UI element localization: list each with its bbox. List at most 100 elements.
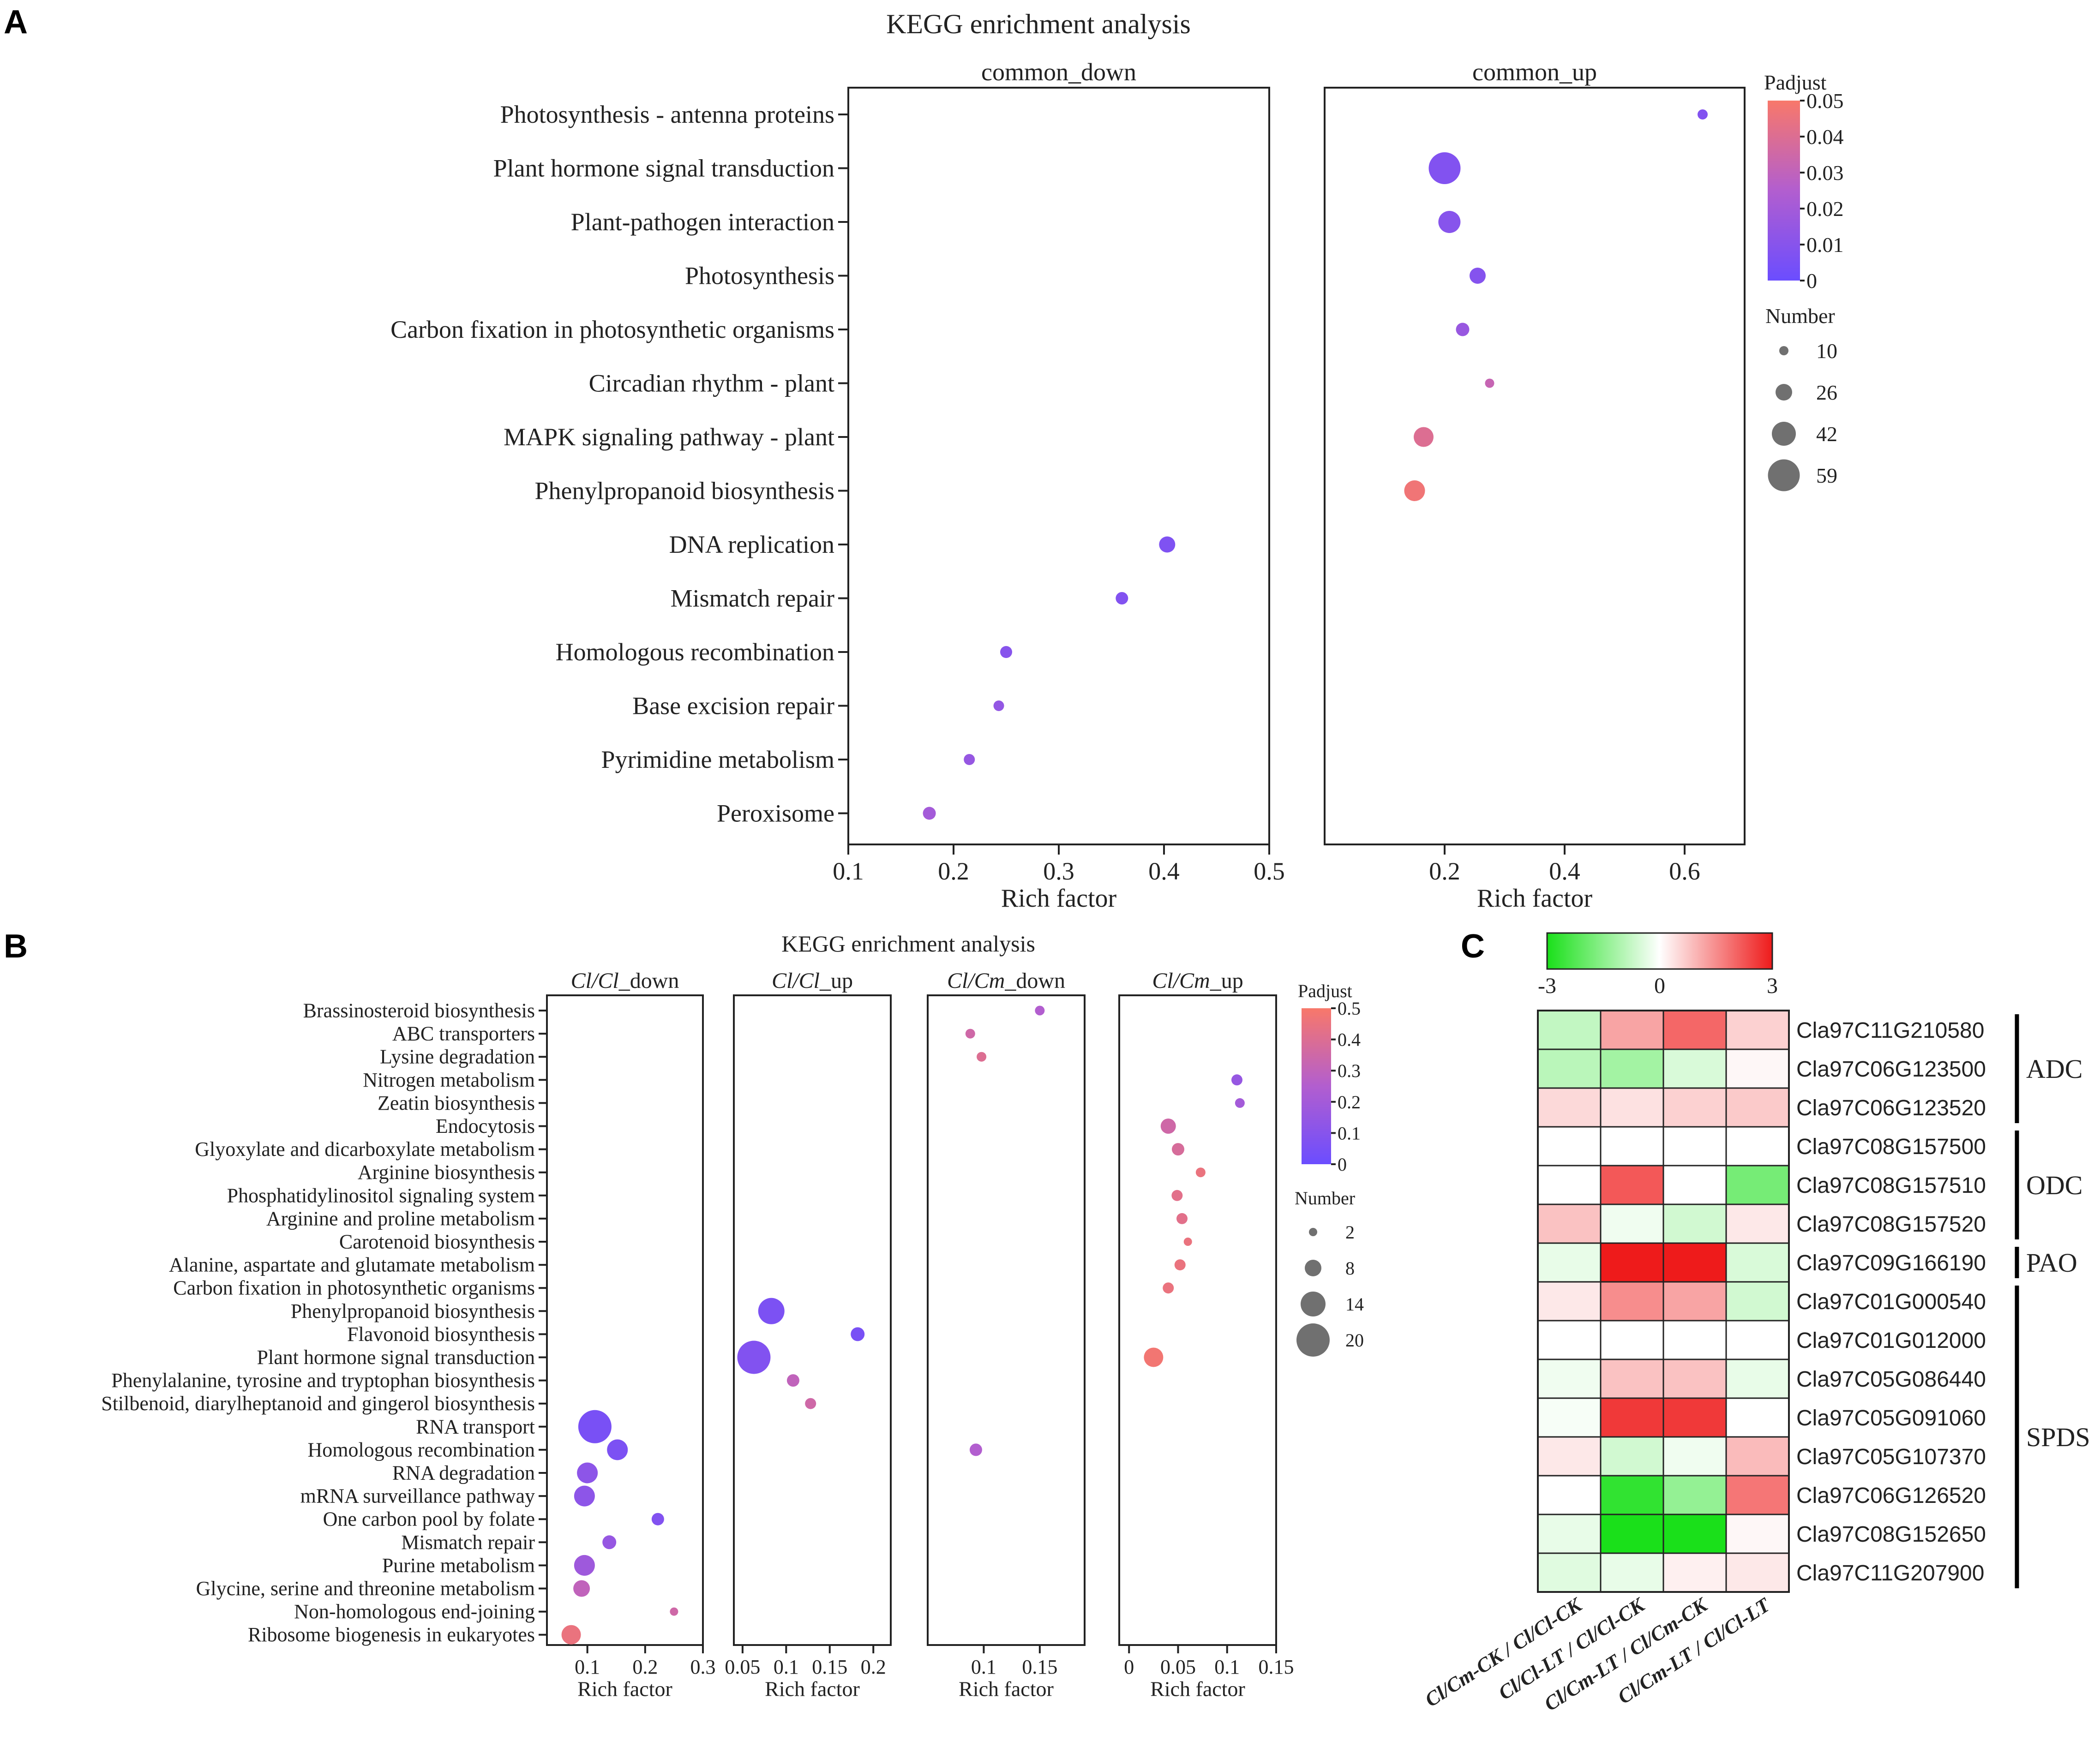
size-legend-dot [1309,1228,1317,1236]
category-label: Mismatch repair [671,584,834,612]
category-label: mRNA surveillance pathway [300,1485,535,1508]
data-point [1698,109,1708,120]
heatmap-cell [1537,1552,1602,1593]
category-label: Plant-pathogen interaction [571,208,834,236]
size-legend-dot [1301,1292,1326,1316]
heatmap-cell [1662,1281,1727,1322]
x-axis-label: Rich factor [1001,884,1117,913]
heatmap-cell [1537,1436,1602,1477]
heatmap-cell [1662,1010,1727,1050]
data-point [577,1462,598,1484]
category-label: Glycine, serine and threonine metabolism [196,1577,535,1600]
x-tick-label: 0.4 [1148,857,1180,885]
colorbar-tick-label: 0.02 [1806,197,1844,221]
heatmap-cell [1725,1397,1790,1438]
x-tick-label: 0 [1124,1656,1134,1678]
data-point [969,1443,982,1456]
colorbar-tick-label: 0.5 [1338,998,1361,1019]
heatmap-cell [1537,1475,1602,1515]
heatmap-frame [1537,1010,1790,1593]
colorbar-tick-label: 0 [1338,1154,1347,1175]
category-label: MAPK signaling pathway - plant [504,423,834,451]
x-tick-label: 0.3 [690,1656,716,1678]
heatmap-cell [1537,1358,1602,1399]
heatmap-cell [1725,1048,1790,1089]
facet-title: Cl/Cm_down [947,969,1065,993]
heatmap-cell [1537,1126,1602,1167]
panel-a-dotplot: KEGG enrichment analysis Photosynthesis -… [390,9,1843,913]
group-label: SPDS [2026,1422,2090,1452]
data-point [574,1485,595,1507]
facet-title: Cl/Cl_up [772,969,853,993]
heatmap-cell [1725,1436,1790,1477]
colorbar-tick-label: 0.05 [1806,89,1844,113]
colorbar-tick-label: 0.4 [1338,1029,1361,1050]
data-point [574,1555,595,1576]
heatmap-cell [1600,1358,1664,1399]
heatmap-row-label: Cla97C05G086440 [1796,1367,1986,1392]
panel-letter-a: A [4,4,28,41]
heatmap-cell [1537,1203,1602,1244]
heatmap-cell [1537,1397,1602,1438]
facet-frame [733,994,892,1646]
x-tick-label: 0.15 [1259,1656,1294,1678]
category-label: Photosynthesis - antenna proteins [500,101,834,128]
x-tick-label: 0.15 [812,1656,847,1678]
category-label: Plant hormone signal transduction [493,154,834,182]
facet-title: common_up [1472,58,1597,86]
data-point [923,807,936,820]
facet-title: common_down [981,58,1136,86]
category-label: Circadian rhythm - plant [589,369,834,397]
category-label: Peroxisome [717,799,834,827]
x-tick-label: 0.1 [1214,1656,1240,1678]
size-legend-label: 14 [1345,1294,1364,1315]
x-axis-label: Rich factor [959,1677,1054,1700]
facet-title-suffix: _down [1004,969,1065,993]
heatmap-cell [1662,1436,1727,1477]
heatmap-cell [1662,1126,1727,1167]
x-axis-label: Rich factor [1150,1677,1245,1700]
data-point [805,1398,816,1409]
group-label: ODC [2026,1170,2082,1200]
heatmap-row-label: Cla97C01G000540 [1796,1290,1986,1314]
colorbar-tick-label: 0.04 [1806,125,1844,149]
x-tick-label: 0.3 [1043,857,1074,885]
heatmap-cell [1600,1165,1664,1205]
data-point [1235,1098,1245,1108]
facet-title-suffix: _up [819,969,853,993]
heatmap-cell [1537,1087,1602,1128]
facet-frame [847,87,1270,845]
heatmap-row-label: Cla97C05G091060 [1796,1406,1986,1430]
chart-title: KEGG enrichment analysis [781,931,1035,957]
colorbar-tick-label: 0.03 [1806,161,1844,185]
size-legend-dot [1768,459,1800,491]
category-label: Base excision repair [632,692,834,719]
facet-title-suffix: _up [1210,969,1243,993]
heatmap-cell [1600,1552,1664,1593]
size-legend-label: 42 [1816,422,1837,446]
number-legend: Number 2 8 14 20 [1295,1188,1364,1357]
heatmap-cell [1600,1514,1664,1554]
heatmap-cell [1725,1320,1790,1360]
heatmap-row-label: Cla97C01G012000 [1796,1328,1986,1353]
number-legend-title: Number [1295,1188,1355,1209]
x-tick-label: 0.1 [833,857,864,885]
data-point [1438,211,1461,233]
facet-title-suffix: _down [618,969,679,993]
number-legend: Number 10 26 42 59 [1765,304,1837,491]
category-label: Brassinosteroid biosynthesis [303,999,535,1022]
panel-letter-c: C [1461,928,1485,965]
heatmap-cell [1662,1475,1727,1515]
x-tick-label: 0.2 [861,1656,886,1678]
facet-frame [1324,87,1746,845]
heatmap-row-label: Cla97C08G157510 [1796,1173,1986,1198]
x-tick-label: 0.05 [725,1656,760,1678]
category-label: Nitrogen metabolism [363,1069,535,1091]
x-tick-label: 0.15 [1022,1656,1057,1678]
x-tick-label: 0.1 [774,1656,799,1678]
heatmap-row-label: Cla97C05G107370 [1796,1445,1986,1469]
